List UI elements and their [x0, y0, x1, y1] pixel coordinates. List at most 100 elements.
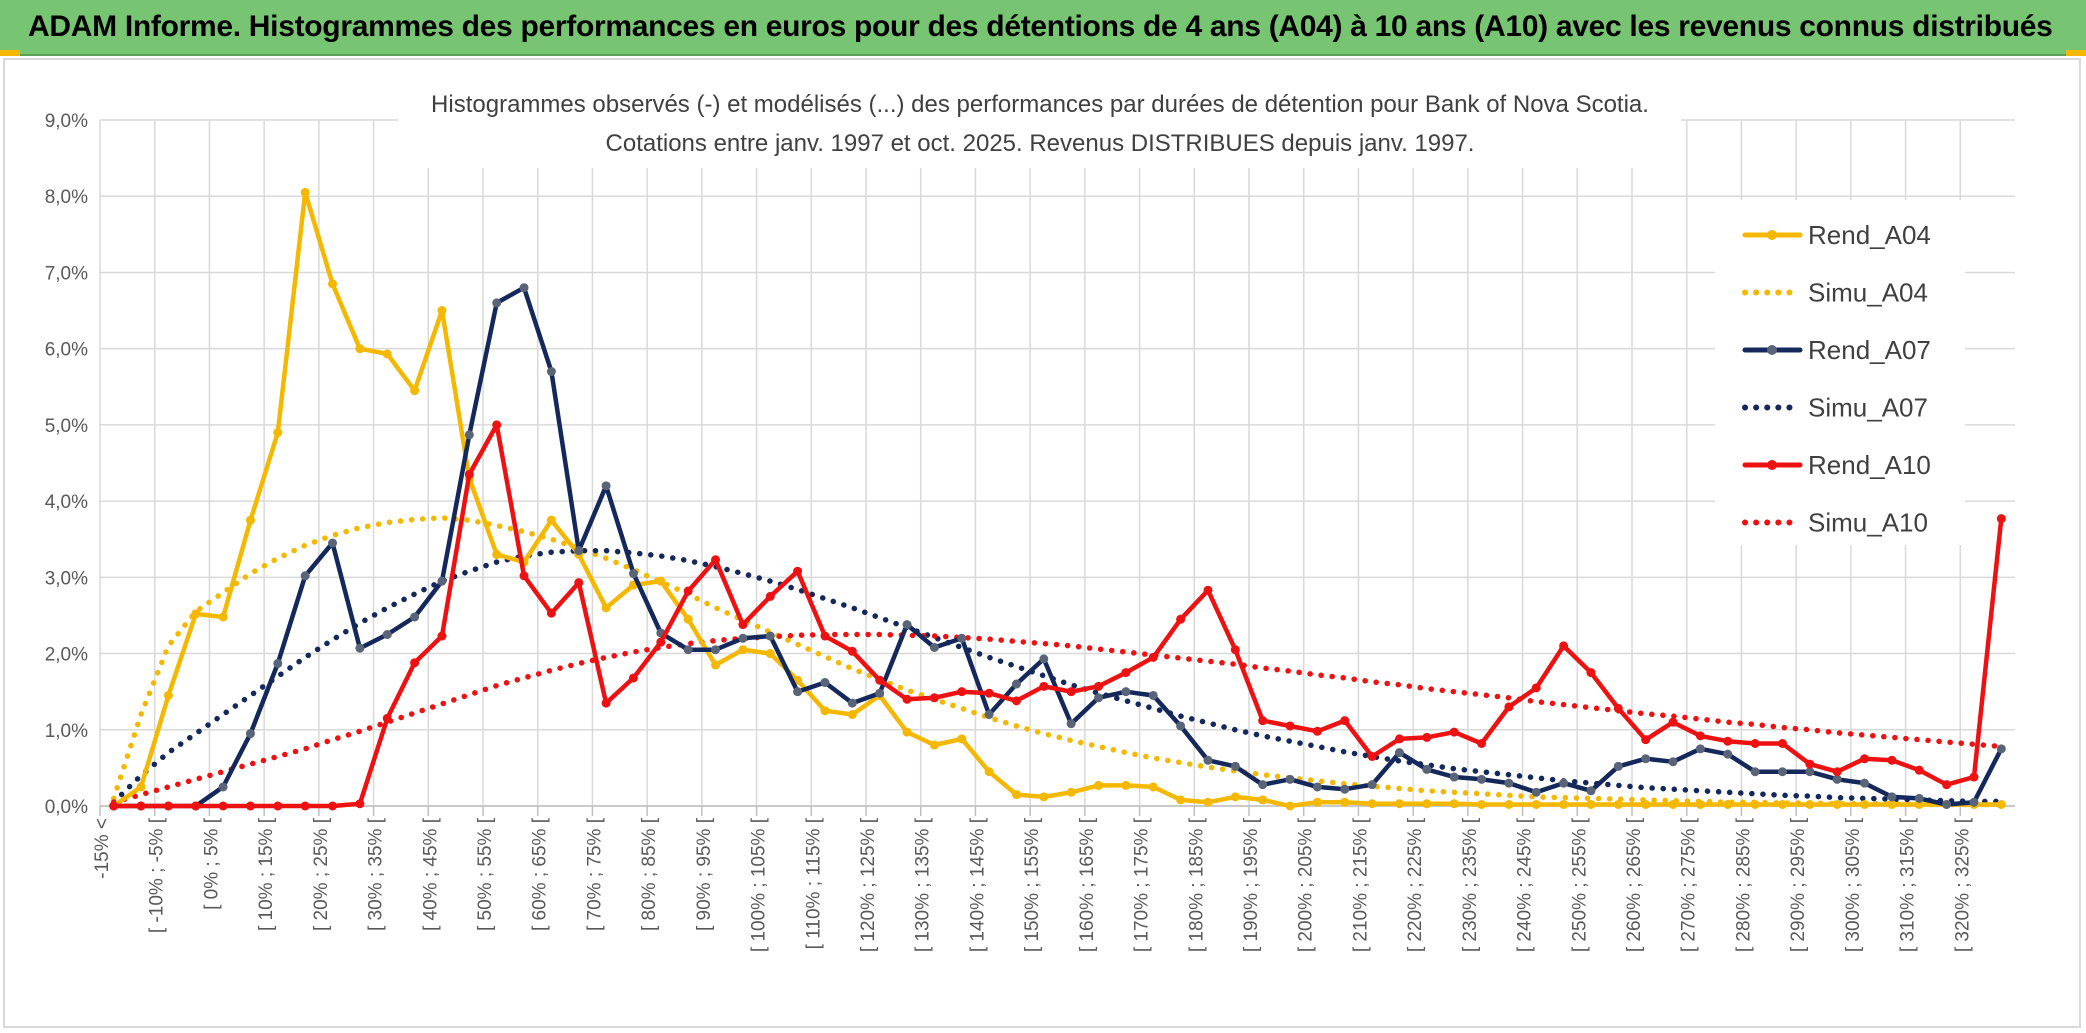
series-marker-rend-a04 [1586, 799, 1596, 809]
x-tick-label: [ 320% ; 325% [ [1952, 817, 1973, 952]
series-marker-rend-a04 [300, 187, 310, 197]
series-marker-rend-a04 [1723, 799, 1733, 809]
x-tick-label: [ 240% ; 245% [ [1515, 817, 1536, 952]
series-marker-rend-a10 [245, 801, 255, 811]
legend-marker-rend-a04 [1767, 230, 1777, 240]
series-marker-rend-a04 [711, 660, 721, 670]
x-tick-label: [ 50% ; 55% [ [475, 817, 496, 931]
series-marker-rend-a10 [546, 608, 556, 618]
series-marker-rend-a04 [410, 386, 420, 396]
series-marker-rend-a04 [1860, 799, 1870, 809]
series-marker-rend-a07 [1832, 774, 1842, 784]
chart-title-line1: Histogrammes observés (-) et modélisés (… [431, 91, 1649, 118]
series-marker-rend-a10 [1340, 716, 1350, 726]
series-marker-rend-a07 [1066, 719, 1076, 729]
series-marker-rend-a07 [1777, 767, 1787, 777]
series-marker-rend-a10 [1477, 738, 1487, 748]
x-tick-label: [ 120% ; 125% [ [858, 817, 879, 952]
series-marker-rend-a04 [1422, 799, 1432, 809]
series-marker-rend-a07 [984, 710, 994, 720]
legend-marker-rend-a10 [1767, 460, 1777, 470]
series-marker-rend-a10 [464, 469, 474, 479]
series-marker-rend-a04 [218, 612, 228, 622]
series-marker-rend-a10 [1148, 652, 1158, 662]
series-marker-rend-a04 [1887, 799, 1897, 809]
series-marker-rend-a07 [273, 658, 283, 668]
series-marker-rend-a04 [1011, 790, 1021, 800]
series-marker-rend-a10 [1668, 717, 1678, 727]
series-marker-rend-a04 [1559, 799, 1569, 809]
series-marker-rend-a07 [410, 612, 420, 622]
series-marker-rend-a10 [136, 801, 146, 811]
series-marker-rend-a10 [1695, 731, 1705, 741]
y-tick-label: 2,0% [45, 645, 88, 666]
series-marker-rend-a04 [1230, 792, 1240, 802]
series-marker-rend-a07 [1942, 799, 1952, 809]
x-axis-ticks: -15% < [ -10% ; -5% [[ 0% ; 5% [[ 10% ; 1… [92, 806, 1973, 952]
series-marker-rend-a04 [163, 690, 173, 700]
legend-label-rend-a07: Rend_A07 [1808, 335, 1931, 365]
series-marker-rend-a04 [1613, 799, 1623, 809]
x-tick-label: -15% < [92, 818, 113, 879]
series-marker-rend-a07 [1586, 786, 1596, 796]
series-marker-rend-a04 [1176, 795, 1186, 805]
x-tick-label: [ 250% ; 255% [ [1569, 817, 1590, 952]
series-marker-rend-a04 [1695, 799, 1705, 809]
series-marker-rend-a10 [1641, 735, 1651, 745]
series-marker-rend-a07 [1449, 772, 1459, 782]
x-tick-label: [ 280% ; 285% [ [1733, 817, 1754, 952]
series-marker-rend-a07 [683, 645, 693, 655]
series-marker-rend-a10 [820, 631, 830, 641]
x-tick-label: [ 20% ; 25% [ [311, 817, 332, 931]
series-marker-rend-a07 [1094, 693, 1104, 703]
series-marker-rend-a10 [437, 631, 447, 641]
series-marker-rend-a10 [1367, 751, 1377, 761]
series-marker-rend-a10 [410, 658, 420, 668]
x-tick-label: [ 80% ; 85% [ [639, 817, 660, 931]
series-marker-rend-a07 [328, 538, 338, 548]
series-marker-rend-a10 [1723, 736, 1733, 746]
x-tick-label: [ 200% ; 205% [ [1296, 817, 1317, 952]
x-tick-label: [ 260% ; 265% [ [1624, 817, 1645, 952]
series-marker-rend-a10 [656, 637, 666, 647]
chart-title-box: Histogrammes observés (-) et modélisés (… [398, 80, 1681, 168]
series-marker-rend-a10 [601, 698, 611, 708]
series-marker-rend-a04 [1367, 799, 1377, 809]
x-tick-label: [ 230% ; 235% [ [1460, 817, 1481, 952]
series-marker-rend-a07 [437, 576, 447, 586]
series-marker-rend-a07 [1039, 654, 1049, 664]
series-marker-rend-a04 [1203, 797, 1213, 807]
series-marker-rend-a10 [902, 694, 912, 704]
series-marker-rend-a04 [1504, 799, 1514, 809]
chart-title-background [398, 80, 1681, 168]
series-marker-rend-a10 [355, 799, 365, 809]
series-marker-rend-a07 [601, 481, 611, 491]
series-marker-rend-a04 [1258, 795, 1268, 805]
x-tick-label: [ 220% ; 225% [ [1405, 817, 1426, 952]
series-marker-rend-a10 [683, 586, 693, 596]
x-tick-label: [ 150% ; 155% [ [1022, 817, 1043, 952]
x-tick-label: [ 30% ; 35% [ [366, 817, 387, 931]
series-marker-rend-a07 [1230, 761, 1240, 771]
series-marker-rend-a10 [875, 675, 885, 685]
series-marker-rend-a10 [1121, 668, 1131, 678]
series-marker-rend-a10 [793, 566, 803, 576]
series-marker-rend-a10 [1777, 738, 1787, 748]
series-marker-rend-a07 [628, 569, 638, 579]
series-marker-rend-a04 [1148, 782, 1158, 792]
series-marker-rend-a04 [546, 515, 556, 525]
series-marker-rend-a07 [1969, 797, 1979, 807]
series-marker-rend-a07 [546, 367, 556, 377]
legend-label-simu-a07: Simu_A07 [1808, 393, 1928, 423]
series-marker-rend-a10 [984, 688, 994, 698]
series-marker-rend-a04 [437, 306, 447, 316]
series-marker-rend-a07 [1176, 721, 1186, 731]
series-marker-rend-a07 [1887, 792, 1897, 802]
series-marker-rend-a10 [765, 591, 775, 601]
series-marker-rend-a10 [1094, 681, 1104, 691]
x-tick-label: [ 90% ; 95% [ [694, 817, 715, 931]
series-line-rend-a07 [111, 285, 2004, 809]
series-marker-rend-a04 [601, 603, 611, 613]
legend-marker-rend-a07 [1767, 345, 1777, 355]
series-marker-rend-a07 [1148, 690, 1158, 700]
